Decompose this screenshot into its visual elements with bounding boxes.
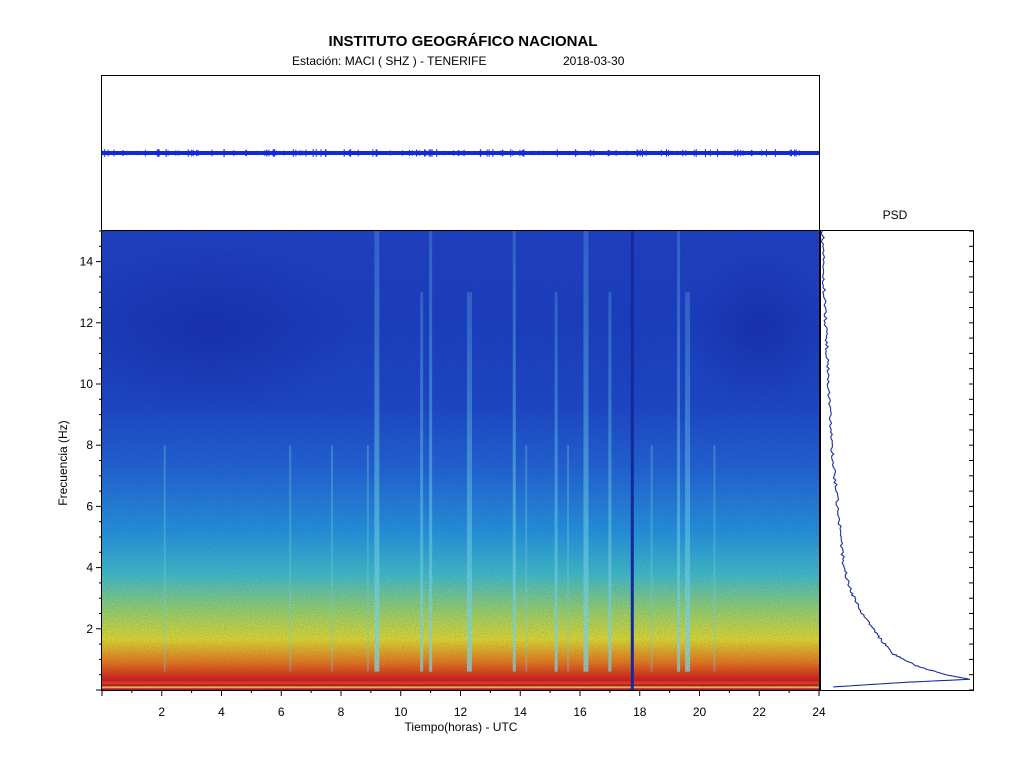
- psd-curve: [820, 230, 971, 688]
- x-tick-label: 22: [753, 705, 767, 719]
- x-tick-label: 2: [158, 705, 165, 719]
- y-tick-label: 2: [86, 622, 93, 636]
- chart-title: INSTITUTO GEOGRÁFICO NACIONAL: [328, 33, 598, 50]
- x-tick-label: 6: [278, 705, 285, 719]
- x-tick-label: 24: [812, 705, 826, 719]
- station-label: Estación: MACI ( SHZ ) - TENERIFE: [292, 54, 487, 68]
- y-tick-label: 12: [80, 316, 94, 330]
- y-axis: 2 4 6 8 10 12 14: [80, 230, 102, 691]
- psd-title: PSD: [883, 208, 908, 222]
- y-tick-label: 4: [86, 561, 93, 575]
- psd-frame: [820, 230, 974, 691]
- seismogram-trace: [101, 149, 819, 157]
- date-label: 2018-03-30: [563, 54, 625, 68]
- x-axis-label: Tiempo(horas) - UTC: [405, 720, 518, 734]
- x-tick-label: 12: [454, 705, 468, 719]
- x-tick-label: 4: [218, 705, 225, 719]
- x-tick-label: 8: [338, 705, 345, 719]
- spectrogram-image: [102, 231, 819, 690]
- x-tick-label: 16: [573, 705, 587, 719]
- x-tick-label: 18: [633, 705, 647, 719]
- x-tick-label: 14: [514, 705, 528, 719]
- y-tick-label: 14: [80, 255, 94, 269]
- x-axis: 2 4 6 8 10 12 14 16 18 20 22 24: [101, 690, 826, 719]
- y-axis-label: Frecuencia (Hz): [56, 420, 70, 505]
- trace-band: [102, 151, 819, 155]
- psd-axis-ticks: [969, 230, 973, 691]
- x-tick-label: 20: [693, 705, 707, 719]
- data-gap-line: [630, 231, 634, 690]
- y-tick-label: 8: [86, 438, 93, 452]
- y-tick-label: 10: [80, 377, 94, 391]
- x-tick-label: 10: [394, 705, 408, 719]
- y-tick-label: 6: [86, 499, 93, 513]
